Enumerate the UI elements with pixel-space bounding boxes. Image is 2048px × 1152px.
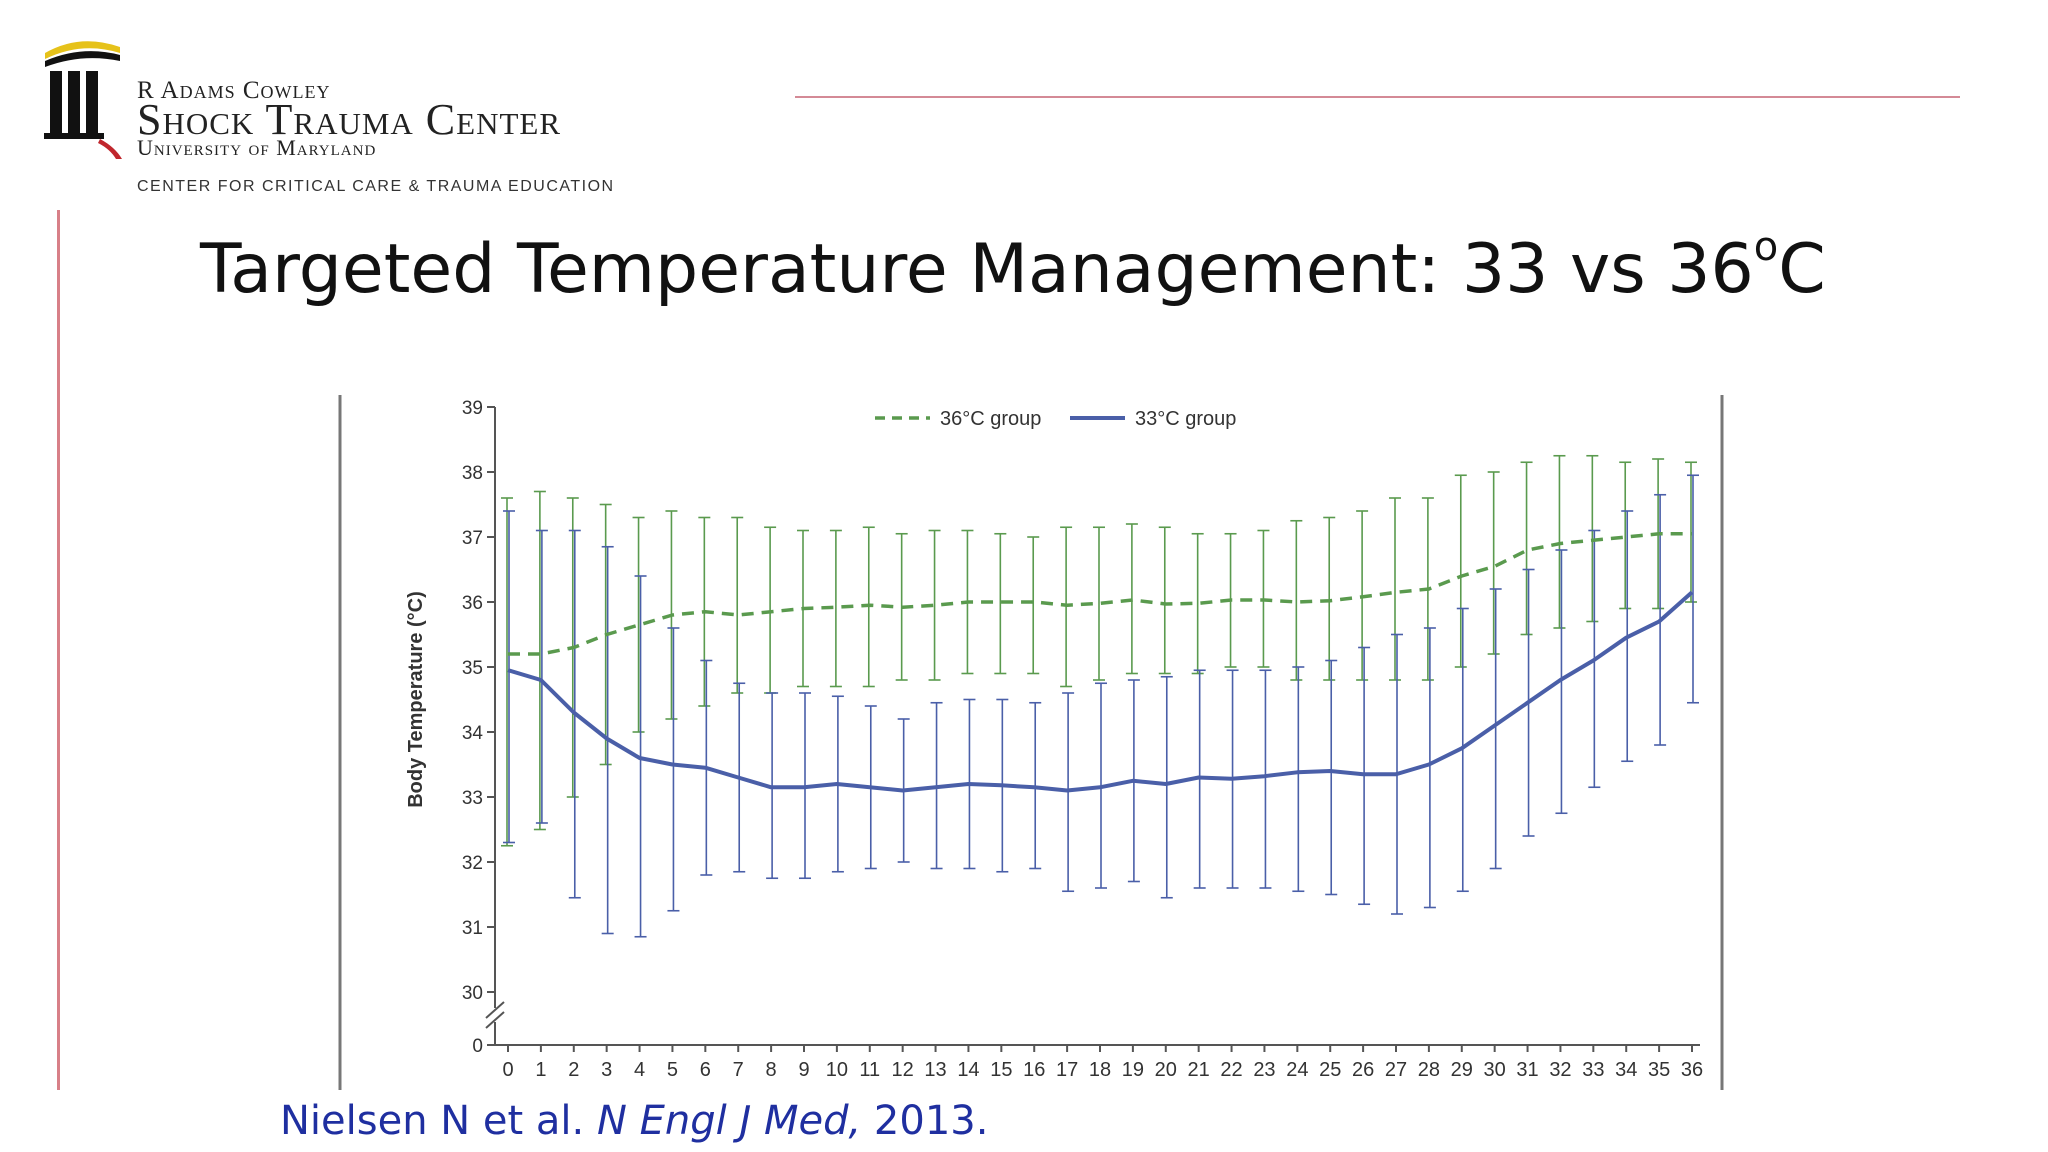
- x-tick-label: 6: [700, 1059, 711, 1081]
- logo-line1: R Adams Cowley: [137, 77, 331, 104]
- y-tick-label: 38: [462, 463, 483, 484]
- x-tick-label: 11: [859, 1059, 880, 1081]
- legend-label-33c: 33°C group: [1135, 408, 1236, 430]
- x-tick-label: 34: [1615, 1059, 1637, 1081]
- x-tick-label: 15: [990, 1059, 1012, 1081]
- x-tick-label: 32: [1549, 1059, 1571, 1081]
- x-tick-label: 21: [1188, 1059, 1210, 1081]
- y-axis-break-mark: [485, 1011, 505, 1029]
- series-33c-line: [507, 590, 1694, 793]
- x-tick-label: 16: [1023, 1059, 1045, 1081]
- x-tick-label: 22: [1220, 1059, 1242, 1081]
- header-divider: [795, 96, 1960, 98]
- slide-title: Targeted Temperature Management: 33 vs 3…: [200, 224, 1826, 309]
- citation-journal: N Engl J Med,: [596, 1098, 862, 1144]
- x-tick-label: 12: [892, 1059, 914, 1081]
- x-tick-label: 26: [1352, 1059, 1374, 1081]
- x-tick-label: 17: [1056, 1059, 1078, 1081]
- y-tick-label: 0: [472, 1036, 483, 1057]
- x-tick-label: 1: [535, 1059, 546, 1081]
- citation-year: 2013.: [861, 1098, 989, 1144]
- x-tick-label: 29: [1451, 1059, 1473, 1081]
- x-tick-label: 25: [1319, 1059, 1341, 1081]
- x-tick-label: 28: [1418, 1059, 1440, 1081]
- title-unit: C: [1778, 230, 1826, 309]
- x-tick-label: 31: [1516, 1059, 1538, 1081]
- side-divider: [57, 210, 60, 1090]
- x-tick-label: 30: [1484, 1059, 1506, 1081]
- x-tick-label: 4: [634, 1059, 645, 1081]
- x-tick-label: 5: [667, 1059, 678, 1081]
- logo-line3: University of Maryland: [137, 135, 377, 160]
- logo-line2: Shock Trauma Center: [137, 95, 562, 144]
- x-tick-label: 33: [1582, 1059, 1604, 1081]
- x-tick-label: 19: [1122, 1059, 1144, 1081]
- y-tick-label: 32: [462, 853, 483, 874]
- y-tick-label: 31: [462, 918, 483, 939]
- y-axis-label: Body Temperature (°C): [405, 591, 427, 808]
- y-tick-label: 35: [462, 658, 483, 679]
- x-tick-label: 23: [1253, 1059, 1275, 1081]
- citation: Nielsen N et al. N Engl J Med, 2013.: [280, 1098, 988, 1144]
- y-axis-break-mark: [485, 1001, 505, 1019]
- y-tick-label: 36: [462, 593, 483, 614]
- shock-trauma-logo: R Adams Cowley Shock Trauma Center Unive…: [40, 35, 800, 210]
- y-tick-label: 34: [462, 723, 484, 744]
- citation-authors: Nielsen N et al.: [280, 1098, 597, 1144]
- x-tick-label: 24: [1286, 1059, 1308, 1081]
- legend-label-36c: 36°C group: [940, 408, 1041, 430]
- title-superscript: o: [1753, 224, 1779, 270]
- y-tick-label: 33: [462, 788, 483, 809]
- x-tick-label: 0: [502, 1059, 513, 1081]
- x-tick-label: 2: [568, 1059, 579, 1081]
- x-tick-label: 8: [766, 1059, 777, 1081]
- x-tick-label: 10: [826, 1059, 848, 1081]
- x-tick-label: 36: [1681, 1059, 1703, 1081]
- x-tick-label: 14: [957, 1059, 979, 1081]
- x-tick-label: 7: [733, 1059, 744, 1081]
- x-tick-label: 27: [1385, 1059, 1407, 1081]
- logo-line4: CENTER FOR CRITICAL CARE & TRAUMA EDUCAT…: [137, 178, 615, 195]
- x-tick-label: 13: [924, 1059, 946, 1081]
- x-tick-label: 18: [1089, 1059, 1111, 1081]
- series-36c-line: [508, 532, 1692, 656]
- x-tick-label: 3: [601, 1059, 612, 1081]
- y-tick-label: 37: [462, 528, 483, 549]
- x-tick-label: 35: [1648, 1059, 1670, 1081]
- y-tick-label: 39: [462, 398, 483, 419]
- x-tick-label: 9: [798, 1059, 809, 1081]
- y-tick-label: 30: [462, 983, 483, 1004]
- title-main: Targeted Temperature Management: 33 vs 3…: [200, 230, 1754, 309]
- pillars-logo-icon: [44, 41, 122, 159]
- x-tick-label: 20: [1155, 1059, 1177, 1081]
